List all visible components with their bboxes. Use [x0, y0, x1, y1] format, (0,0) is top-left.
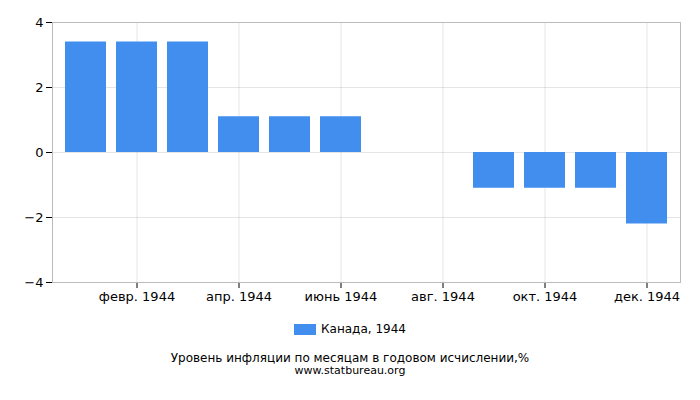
svg-text:0: 0 — [35, 145, 43, 160]
svg-text:−4: −4 — [24, 275, 43, 290]
svg-text:июнь 1944: июнь 1944 — [305, 289, 378, 304]
html-text:Уровень инфляции по месяцам в: Уровень инфляции по месяцам в годовом ис… — [170, 351, 530, 365]
html-text:www.statbureau.org: www.statbureau.org — [294, 364, 406, 377]
svg-text:−2: −2 — [24, 210, 43, 225]
svg-text:авг. 1944: авг. 1944 — [411, 289, 475, 304]
html-text:Канада, 1944: Канада, 1944 — [321, 322, 406, 336]
svg-text:окт. 1944: окт. 1944 — [513, 289, 578, 304]
svg-text:апр. 1944: апр. 1944 — [206, 289, 272, 304]
svg-text:февр. 1944: февр. 1944 — [99, 289, 175, 304]
svg-text:4: 4 — [35, 15, 43, 30]
svg-text:2: 2 — [35, 80, 43, 95]
svg-text:дек. 1944: дек. 1944 — [614, 289, 680, 304]
